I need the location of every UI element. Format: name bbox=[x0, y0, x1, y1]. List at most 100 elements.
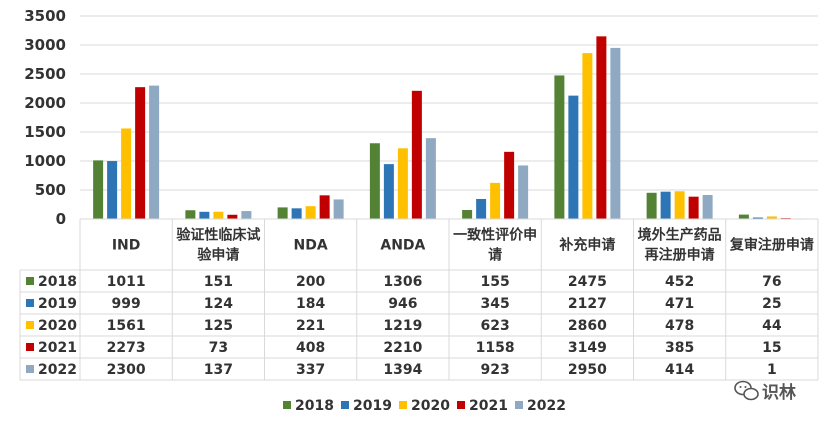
data-label: 200 bbox=[296, 274, 325, 290]
table-series-name: 2020 bbox=[38, 318, 77, 334]
data-label: 44 bbox=[762, 318, 782, 334]
data-label: 1011 bbox=[107, 274, 146, 290]
bar bbox=[568, 95, 579, 219]
data-label: 125 bbox=[204, 318, 233, 334]
data-label: 2950 bbox=[568, 362, 607, 378]
data-label: 124 bbox=[204, 296, 233, 312]
bar bbox=[462, 210, 473, 219]
bar bbox=[674, 191, 685, 219]
bar bbox=[646, 192, 657, 219]
data-label: 1306 bbox=[383, 274, 422, 290]
data-label: 1 bbox=[767, 362, 777, 378]
bar bbox=[504, 151, 515, 219]
bar bbox=[518, 165, 529, 219]
bar bbox=[333, 199, 344, 219]
data-label: 2300 bbox=[107, 362, 146, 378]
data-label: 155 bbox=[481, 274, 510, 290]
x-tick-label: 再注册申请 bbox=[645, 247, 715, 264]
data-label: 1219 bbox=[383, 318, 422, 334]
bar bbox=[688, 196, 699, 219]
wechat-icon bbox=[734, 380, 759, 401]
bar bbox=[383, 164, 394, 219]
data-label: 2860 bbox=[568, 318, 607, 334]
bar bbox=[305, 206, 316, 219]
x-tick-label: 补充申请 bbox=[558, 237, 615, 254]
bar bbox=[411, 90, 422, 219]
data-label: 923 bbox=[481, 362, 510, 378]
y-tick-label: 2000 bbox=[24, 94, 66, 112]
bar bbox=[185, 210, 196, 219]
data-label: 151 bbox=[204, 274, 233, 290]
data-label: 999 bbox=[112, 296, 141, 312]
bar bbox=[610, 47, 621, 220]
data-label: 623 bbox=[481, 318, 510, 334]
bar bbox=[107, 161, 118, 219]
legend-key bbox=[515, 401, 523, 409]
bar bbox=[135, 87, 146, 219]
legend-label: 2020 bbox=[411, 398, 450, 414]
x-tick-label: 验证性临床试 bbox=[176, 227, 260, 244]
bar bbox=[738, 214, 749, 219]
watermark: 识林 bbox=[734, 380, 796, 403]
y-tick-label: 0 bbox=[56, 210, 66, 228]
data-label: 345 bbox=[481, 296, 510, 312]
bar bbox=[213, 211, 224, 219]
bar bbox=[369, 143, 380, 219]
x-tick-label: 复审注册申请 bbox=[729, 237, 814, 254]
data-label: 137 bbox=[204, 362, 233, 378]
legend-key bbox=[341, 401, 349, 409]
data-label: 471 bbox=[665, 296, 694, 312]
bar bbox=[702, 194, 713, 219]
y-tick-label: 1500 bbox=[24, 123, 66, 141]
table-series-name: 2022 bbox=[38, 362, 77, 378]
legend-key bbox=[399, 401, 407, 409]
watermark-text: 识林 bbox=[762, 382, 796, 403]
bar bbox=[752, 217, 763, 219]
data-label: 946 bbox=[388, 296, 417, 312]
data-label: 76 bbox=[762, 274, 781, 290]
y-tick-label: 1000 bbox=[24, 152, 66, 170]
bar bbox=[554, 75, 565, 219]
data-label: 337 bbox=[296, 362, 325, 378]
legend-key bbox=[283, 401, 291, 409]
bar bbox=[476, 198, 487, 219]
x-tick-label: 请 bbox=[488, 247, 502, 264]
data-label: 414 bbox=[665, 362, 694, 378]
data-label: 2475 bbox=[568, 274, 607, 290]
bar bbox=[277, 207, 288, 219]
bar bbox=[660, 191, 671, 219]
data-label: 3149 bbox=[568, 340, 607, 356]
table-legend-key bbox=[26, 343, 34, 351]
x-tick-label: 一致性评价申 bbox=[453, 227, 537, 244]
data-label: 1394 bbox=[383, 362, 422, 378]
bar bbox=[425, 138, 436, 219]
y-tick-label: 500 bbox=[35, 181, 66, 199]
x-tick-label: 验申请 bbox=[197, 247, 239, 264]
data-label: 1158 bbox=[476, 340, 515, 356]
bar bbox=[93, 160, 104, 219]
data-label: 1561 bbox=[107, 318, 146, 334]
bar bbox=[241, 211, 252, 219]
bars bbox=[93, 36, 805, 220]
bar bbox=[291, 208, 302, 219]
bar bbox=[596, 36, 607, 219]
legend-label: 2022 bbox=[527, 398, 566, 414]
table-series-name: 2018 bbox=[38, 274, 77, 290]
table-series-name: 2019 bbox=[38, 296, 77, 312]
legend: 2018 2019 2020 2021 2022 bbox=[283, 398, 566, 414]
y-tick-label: 3500 bbox=[24, 7, 66, 25]
data-label: 73 bbox=[209, 340, 228, 356]
table-legend-key bbox=[26, 277, 34, 285]
data-label: 15 bbox=[762, 340, 781, 356]
data-label: 2273 bbox=[107, 340, 146, 356]
data-label: 2210 bbox=[383, 340, 422, 356]
table-legend-key bbox=[26, 299, 34, 307]
bar bbox=[227, 214, 238, 219]
x-tick-label: 境外生产药品 bbox=[638, 227, 722, 244]
bar bbox=[319, 195, 330, 219]
legend-label: 2018 bbox=[295, 398, 334, 414]
data-label: 452 bbox=[665, 274, 694, 290]
bar bbox=[149, 85, 160, 219]
